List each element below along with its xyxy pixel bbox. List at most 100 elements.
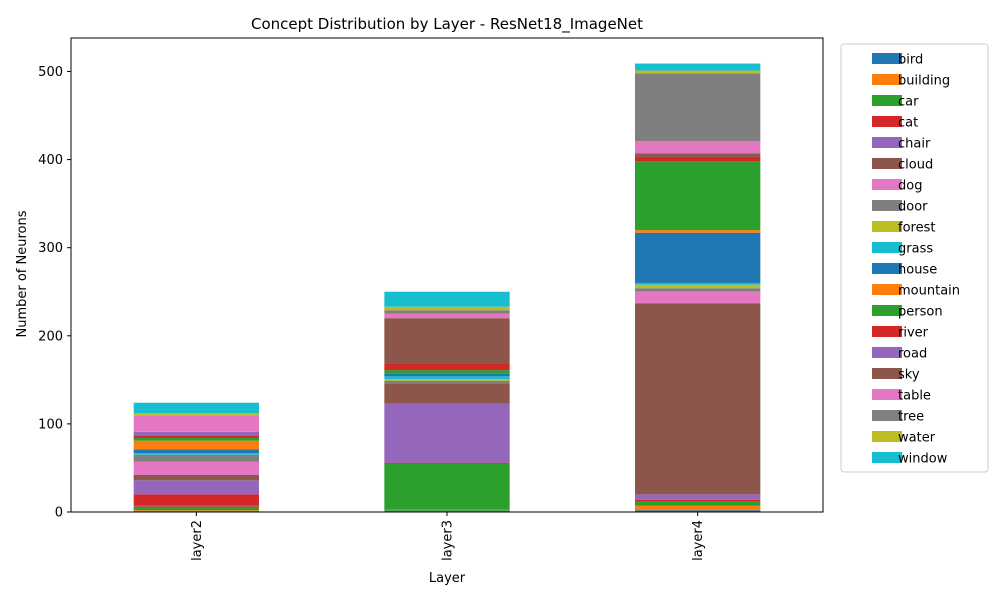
legend-label: person	[898, 305, 943, 320]
legend-label: house	[898, 263, 937, 278]
y-tick-label: 200	[38, 329, 63, 344]
legend-label: window	[898, 452, 948, 467]
bar-segment	[133, 440, 259, 450]
legend: bird building car cat chair cloud dog door fores…	[840, 43, 989, 473]
legend-swatch	[872, 242, 902, 253]
bar-segment	[635, 288, 761, 292]
x-tick-label: layer4	[691, 520, 706, 561]
bar-segment	[635, 291, 761, 304]
bar-segment	[384, 363, 510, 371]
legend-swatch	[872, 368, 902, 379]
legend-label: dog	[898, 179, 922, 194]
bar-segment	[133, 437, 259, 441]
legend-label: water	[898, 431, 936, 446]
bar-segment	[635, 230, 761, 233]
bar-segment	[384, 306, 510, 311]
bar-segment	[133, 402, 259, 414]
legend-swatch	[872, 431, 902, 442]
y-tick-label: 400	[38, 153, 63, 168]
legend-label: building	[898, 74, 950, 89]
bar-segment	[384, 462, 510, 464]
bar-segment	[635, 510, 761, 512]
legend-label: road	[898, 347, 927, 362]
bar-segment	[133, 431, 259, 436]
y-tick-label: 100	[38, 417, 63, 432]
bar-segment	[635, 284, 761, 289]
legend-swatch	[872, 158, 902, 169]
legend-label: chair	[898, 137, 931, 152]
bar-segment	[384, 378, 510, 381]
bar-segment	[384, 310, 510, 314]
legend-label: forest	[898, 221, 935, 236]
bar-segment	[384, 510, 510, 512]
legend-swatch	[872, 53, 902, 64]
bar-segment	[133, 454, 259, 462]
bar-segment	[384, 291, 510, 307]
legend-swatch	[872, 326, 902, 337]
bar-segment	[384, 509, 510, 511]
legend-swatch	[872, 284, 902, 295]
bar-segment	[133, 510, 259, 512]
bar-segment	[133, 461, 259, 475]
bar-segment	[133, 474, 259, 481]
bar-segment	[384, 380, 510, 384]
bar-segment	[635, 303, 761, 495]
chart-title: Concept Distribution by Layer - ResNet18…	[251, 15, 643, 34]
bar-segment	[133, 449, 259, 453]
legend-label: sky	[898, 368, 920, 383]
legend-label: cat	[898, 116, 918, 131]
bar-segment	[133, 480, 259, 495]
legend-swatch	[872, 95, 902, 106]
bar-segment	[133, 506, 259, 508]
legend-label: door	[898, 200, 928, 215]
legend-swatch	[872, 410, 902, 421]
bar-segment	[133, 413, 259, 416]
bar-segment	[635, 153, 761, 157]
legend-swatch	[872, 305, 902, 316]
bar-segment	[133, 435, 259, 438]
legend-label: bird	[898, 53, 923, 68]
legend-swatch	[872, 452, 902, 463]
bar-segment	[635, 141, 761, 154]
y-axis-label: Number of Neurons	[15, 210, 30, 337]
legend-label: river	[898, 326, 929, 341]
y-tick-label: 300	[38, 241, 63, 256]
y-tick-label: 0	[55, 506, 63, 521]
bar-segment	[384, 313, 510, 319]
bar-segment	[133, 452, 259, 455]
bar-segment	[384, 376, 510, 379]
legend-swatch	[872, 221, 902, 232]
bar-segment	[635, 73, 761, 142]
x-axis-label: Layer	[429, 571, 466, 586]
bar-segment	[133, 507, 259, 511]
legend-label: mountain	[898, 284, 960, 299]
bar-segment	[635, 232, 761, 283]
bar-segment	[384, 463, 510, 510]
bar-segment	[635, 282, 761, 285]
bar-segment	[635, 156, 761, 162]
bar-segment	[635, 499, 761, 502]
bar-segment	[635, 494, 761, 500]
legend-swatch	[872, 347, 902, 358]
legend-label: car	[898, 95, 919, 110]
bar-segment	[384, 370, 510, 374]
bar-segment	[384, 318, 510, 364]
legend-swatch	[872, 137, 902, 148]
bar-segment	[635, 505, 761, 511]
bar-segment	[635, 70, 761, 74]
legend-swatch	[872, 74, 902, 85]
legend-box	[840, 43, 989, 473]
bar-segment	[384, 383, 510, 404]
bar-segment	[133, 415, 259, 432]
legend-label: tree	[898, 410, 924, 425]
legend-label: grass	[898, 242, 933, 257]
bar-segment	[133, 494, 259, 506]
bar-segment	[384, 403, 510, 463]
bar-segment	[635, 161, 761, 231]
legend-label: cloud	[898, 158, 933, 173]
legend-swatch	[872, 389, 902, 400]
y-tick-label: 500	[38, 65, 63, 80]
bar-segment	[635, 63, 761, 71]
